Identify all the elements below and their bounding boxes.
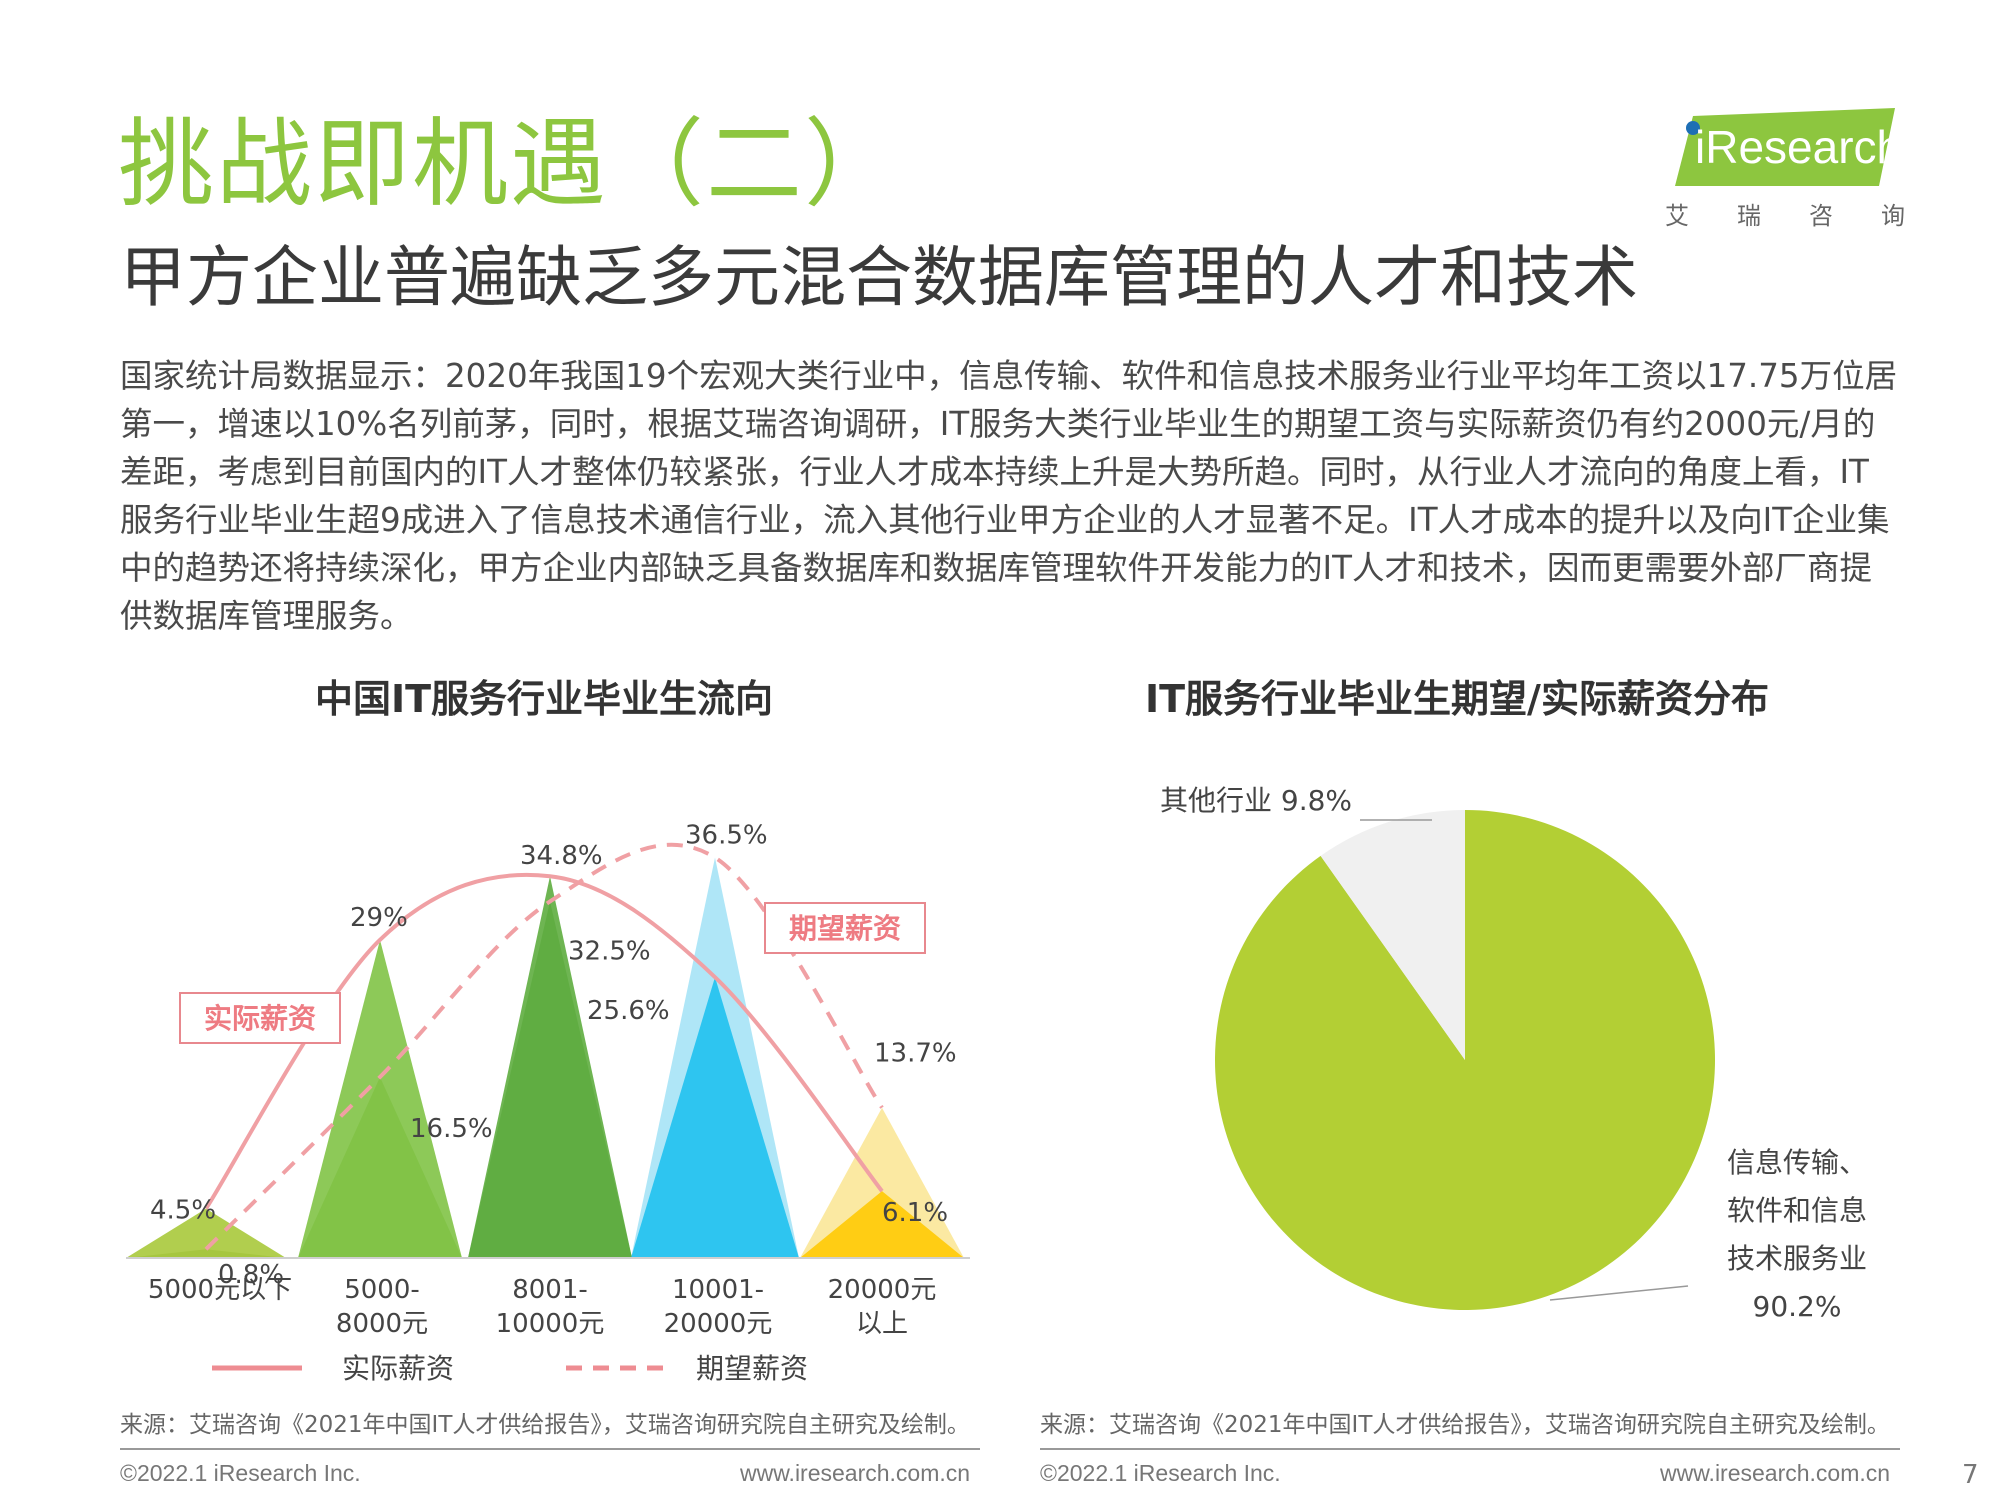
actual-salary-data-label: 29% [350, 903, 408, 933]
legend-actual-label: 实际薪资 [342, 1352, 454, 1385]
legend-expected-label: 期望薪资 [696, 1352, 808, 1385]
expected-salary-data-label: 32.5% [568, 936, 651, 966]
expected-salary-peak [800, 1107, 964, 1258]
pie-slice-other-industries [1320, 810, 1465, 1060]
expected-salary-callout-box [764, 902, 926, 954]
page-number: 7 [1962, 1460, 1979, 1490]
category-tick-label: 20000元 [664, 1309, 773, 1339]
expected-salary-data-label: 16.5% [410, 1114, 493, 1144]
iresearch-logo: iResearch 艾 瑞 咨 询 [1665, 108, 1905, 231]
pie-label-other-industries: 其他行业 9.8% [1160, 784, 1352, 817]
actual-salary-callout-box [179, 992, 341, 1044]
logo-brand-text: iResearch [1695, 121, 1903, 173]
page-subtitle: 甲方企业普遍缺乏多元混合数据库管理的人才和技术 [120, 239, 1638, 316]
actual-salary-data-label: 34.8% [520, 841, 603, 871]
logo-tag-shape [1675, 108, 1895, 186]
pie-label-it-services: 软件和信息 [1727, 1194, 1867, 1227]
footer-url-right[interactable]: www.iresearch.com.cn [1660, 1460, 1891, 1486]
logo-subtitle: 艾 瑞 咨 询 [1665, 196, 1905, 231]
actual-salary-peak [126, 1208, 286, 1258]
logo-sub-char: 瑞 [1737, 202, 1761, 230]
source-note-left: 来源：艾瑞咨询《2021年中国IT人才供给报告》，艾瑞咨询研究院自主研究及绘制。 [120, 1412, 970, 1438]
footer-divider-right [1040, 1448, 1900, 1450]
pie-label-it-services: 信息传输、 [1727, 1146, 1867, 1179]
actual-salary-data-label: 4.5% [150, 1196, 216, 1226]
actual-salary-peak [468, 876, 632, 1258]
logo-sub-char: 询 [1881, 202, 1905, 230]
page-title: 挑战即机遇（二） [118, 108, 902, 220]
category-tick-label: 10000元 [496, 1309, 605, 1339]
source-note-right: 来源：艾瑞咨询《2021年中国IT人才供给报告》，艾瑞咨询研究院自主研究及绘制。 [1040, 1412, 1890, 1438]
category-tick-label: 8001- [512, 1275, 588, 1305]
expected-salary-data-label: 36.5% [685, 821, 768, 851]
category-tick-label: 5000元以下 [148, 1275, 292, 1305]
body-paragraph: 国家统计局数据显示：2020年我国19个宏观大类行业中，信息传输、软件和信息技术… [120, 357, 1898, 635]
expected-salary-data-label: 13.7% [874, 1039, 957, 1069]
expected-salary-data-label: 0.8% [218, 1260, 284, 1290]
salary-peak-chart: 4.5% 0.8% 29% 16.5% 34.8% 32.5% 25.6% 36.5% 6.1%… [126, 821, 970, 1385]
footer-copyright-right: ©2022.1 iResearch Inc. [1040, 1460, 1281, 1486]
actual-salary-peak [631, 977, 799, 1258]
footer-copyright-left: ©2022.1 iResearch Inc. [120, 1460, 361, 1486]
actual-salary-peak [298, 939, 462, 1258]
actual-salary-callout-label: 实际薪资 [204, 1002, 316, 1035]
category-tick-label: 8000元 [336, 1309, 428, 1339]
chart-title-graduate-flow: 中国IT服务行业毕业生流向 [315, 677, 774, 721]
footer-url-left[interactable]: www.iresearch.com.cn [740, 1460, 971, 1486]
pie-label-it-services: 90.2% [1753, 1290, 1842, 1323]
category-tick-label: 以上 [856, 1309, 908, 1339]
actual-salary-peak [800, 1191, 964, 1258]
category-tick-label: 10001- [672, 1275, 764, 1305]
pie-label-it-services: 技术服务业 [1727, 1242, 1867, 1275]
logo-sub-char: 艾 [1665, 202, 1689, 230]
expected-salary-callout-label: 期望薪资 [789, 912, 901, 945]
pie-leader-line-it [1549, 1285, 1689, 1301]
actual-salary-data-label: 6.1% [882, 1198, 948, 1228]
category-tick-label: 20000元 [828, 1275, 937, 1305]
logo-sub-char: 咨 [1809, 202, 1833, 230]
actual-salary-data-label: 25.6% [587, 996, 670, 1026]
footer-divider-left [120, 1448, 980, 1450]
chart-title-salary-distribution: IT服务行业毕业生期望/实际薪资分布 [1145, 677, 1769, 721]
category-tick-label: 5000- [344, 1275, 420, 1305]
expected-salary-line [204, 842, 884, 1251]
industry-pie-chart: 其他行业 9.8% 信息传输、软件和信息技术服务业 90.2% [1160, 784, 1867, 1323]
